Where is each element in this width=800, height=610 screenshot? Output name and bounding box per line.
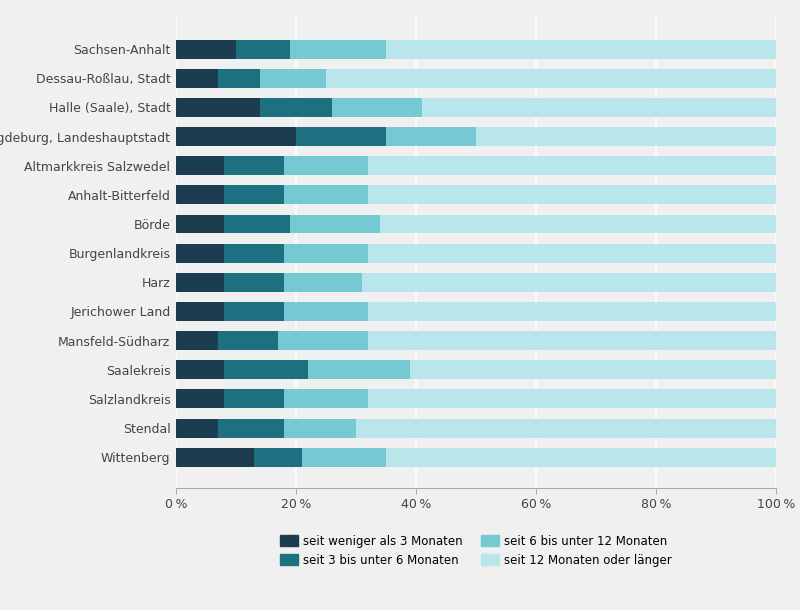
Bar bbox=[380, 215, 776, 234]
Bar bbox=[368, 331, 776, 350]
Bar bbox=[224, 273, 284, 292]
Bar bbox=[410, 361, 776, 379]
Bar bbox=[476, 127, 776, 146]
Bar bbox=[176, 40, 236, 59]
Bar bbox=[296, 127, 386, 146]
Bar bbox=[176, 156, 224, 175]
Bar bbox=[308, 361, 410, 379]
Bar bbox=[176, 331, 218, 350]
Bar bbox=[176, 215, 224, 234]
Bar bbox=[326, 69, 776, 88]
Bar bbox=[290, 215, 380, 234]
Bar bbox=[368, 302, 776, 321]
Bar bbox=[284, 389, 368, 408]
Bar bbox=[224, 156, 284, 175]
Bar bbox=[224, 243, 284, 263]
Bar bbox=[254, 448, 302, 467]
Bar bbox=[332, 98, 422, 117]
Bar bbox=[218, 418, 284, 437]
Bar bbox=[284, 418, 356, 437]
Bar bbox=[368, 185, 776, 204]
Bar bbox=[260, 69, 326, 88]
Bar bbox=[284, 156, 368, 175]
Bar bbox=[368, 243, 776, 263]
Bar bbox=[362, 273, 776, 292]
Bar bbox=[386, 448, 776, 467]
Bar bbox=[284, 273, 362, 292]
Bar bbox=[368, 156, 776, 175]
Bar bbox=[368, 389, 776, 408]
Bar bbox=[176, 273, 224, 292]
Bar bbox=[386, 40, 776, 59]
Bar bbox=[236, 40, 290, 59]
Bar bbox=[176, 389, 224, 408]
Bar bbox=[176, 185, 224, 204]
Bar bbox=[422, 98, 776, 117]
Bar bbox=[260, 98, 332, 117]
Bar bbox=[176, 98, 260, 117]
Bar bbox=[386, 127, 476, 146]
Bar bbox=[284, 185, 368, 204]
Bar bbox=[176, 243, 224, 263]
Bar bbox=[224, 185, 284, 204]
Legend: seit weniger als 3 Monaten, seit 3 bis unter 6 Monaten, seit 6 bis unter 12 Mona: seit weniger als 3 Monaten, seit 3 bis u… bbox=[275, 530, 677, 572]
Bar bbox=[284, 243, 368, 263]
Bar bbox=[176, 69, 218, 88]
Bar bbox=[356, 418, 776, 437]
Bar bbox=[224, 389, 284, 408]
Bar bbox=[224, 302, 284, 321]
Bar bbox=[224, 361, 308, 379]
Bar bbox=[278, 331, 368, 350]
Bar bbox=[176, 418, 218, 437]
Bar bbox=[224, 215, 290, 234]
Bar bbox=[302, 448, 386, 467]
Bar bbox=[176, 448, 254, 467]
Bar bbox=[176, 127, 296, 146]
Bar bbox=[176, 361, 224, 379]
Bar bbox=[218, 331, 278, 350]
Bar bbox=[176, 302, 224, 321]
Bar bbox=[284, 302, 368, 321]
Bar bbox=[218, 69, 260, 88]
Bar bbox=[290, 40, 386, 59]
